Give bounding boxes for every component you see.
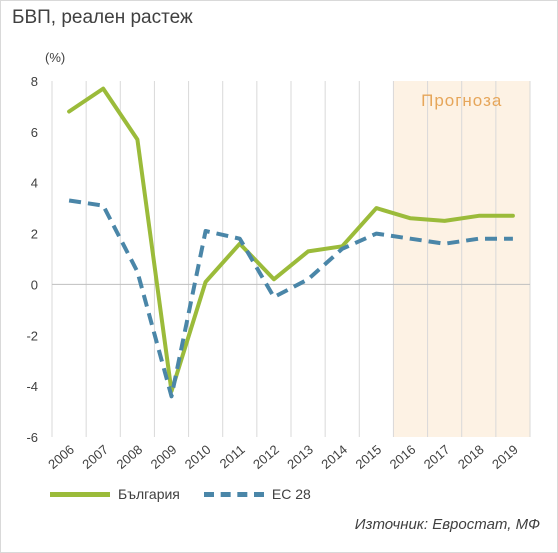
x-tick-label: 2012 — [250, 442, 282, 472]
x-tick-label: 2018 — [455, 442, 487, 472]
x-tick-label: 2010 — [182, 442, 214, 472]
legend-swatch-eu28 — [203, 491, 264, 497]
x-tick-label: 2006 — [45, 442, 77, 472]
chart-title: БВП, реален растеж — [12, 7, 193, 28]
x-tick-label: 2013 — [284, 442, 316, 472]
legend-item-bulgaria: България — [50, 486, 180, 502]
y-tick-label: 8 — [31, 74, 38, 89]
x-tick-label: 2014 — [318, 442, 350, 472]
legend: България ЕС 28 — [50, 486, 335, 502]
x-tick-label: 2008 — [113, 442, 145, 472]
legend-label-eu28: ЕС 28 — [271, 486, 311, 502]
y-tick-label: 6 — [31, 125, 38, 140]
y-tick-label: -4 — [26, 379, 38, 394]
x-tick-label: 2016 — [387, 442, 419, 472]
x-tick-label: 2009 — [148, 442, 180, 472]
y-tick-label: 0 — [31, 277, 38, 292]
y-tick-label: -2 — [26, 328, 38, 343]
y-tick-label: 2 — [31, 227, 38, 242]
legend-item-eu28: ЕС 28 — [203, 486, 311, 502]
y-tick-label: 4 — [31, 176, 38, 191]
x-tick-label: 2011 — [217, 442, 248, 471]
x-tick-label: 2015 — [352, 442, 384, 472]
legend-label-bulgaria: България — [118, 486, 180, 502]
x-tick-label: 2017 — [421, 442, 453, 472]
legend-swatch-bulgaria — [50, 491, 110, 497]
y-axis-unit: (%) — [45, 50, 66, 65]
x-tick-label: 2019 — [489, 442, 521, 472]
x-tick-label: 2007 — [79, 442, 111, 472]
y-tick-label: -6 — [26, 430, 38, 445]
series-line-eu28 — [68, 198, 513, 399]
forecast-label: Прогноза — [421, 91, 502, 110]
source-note: Източник: Евростат, МФ — [354, 516, 540, 533]
series-line-bulgaria — [67, 86, 515, 394]
